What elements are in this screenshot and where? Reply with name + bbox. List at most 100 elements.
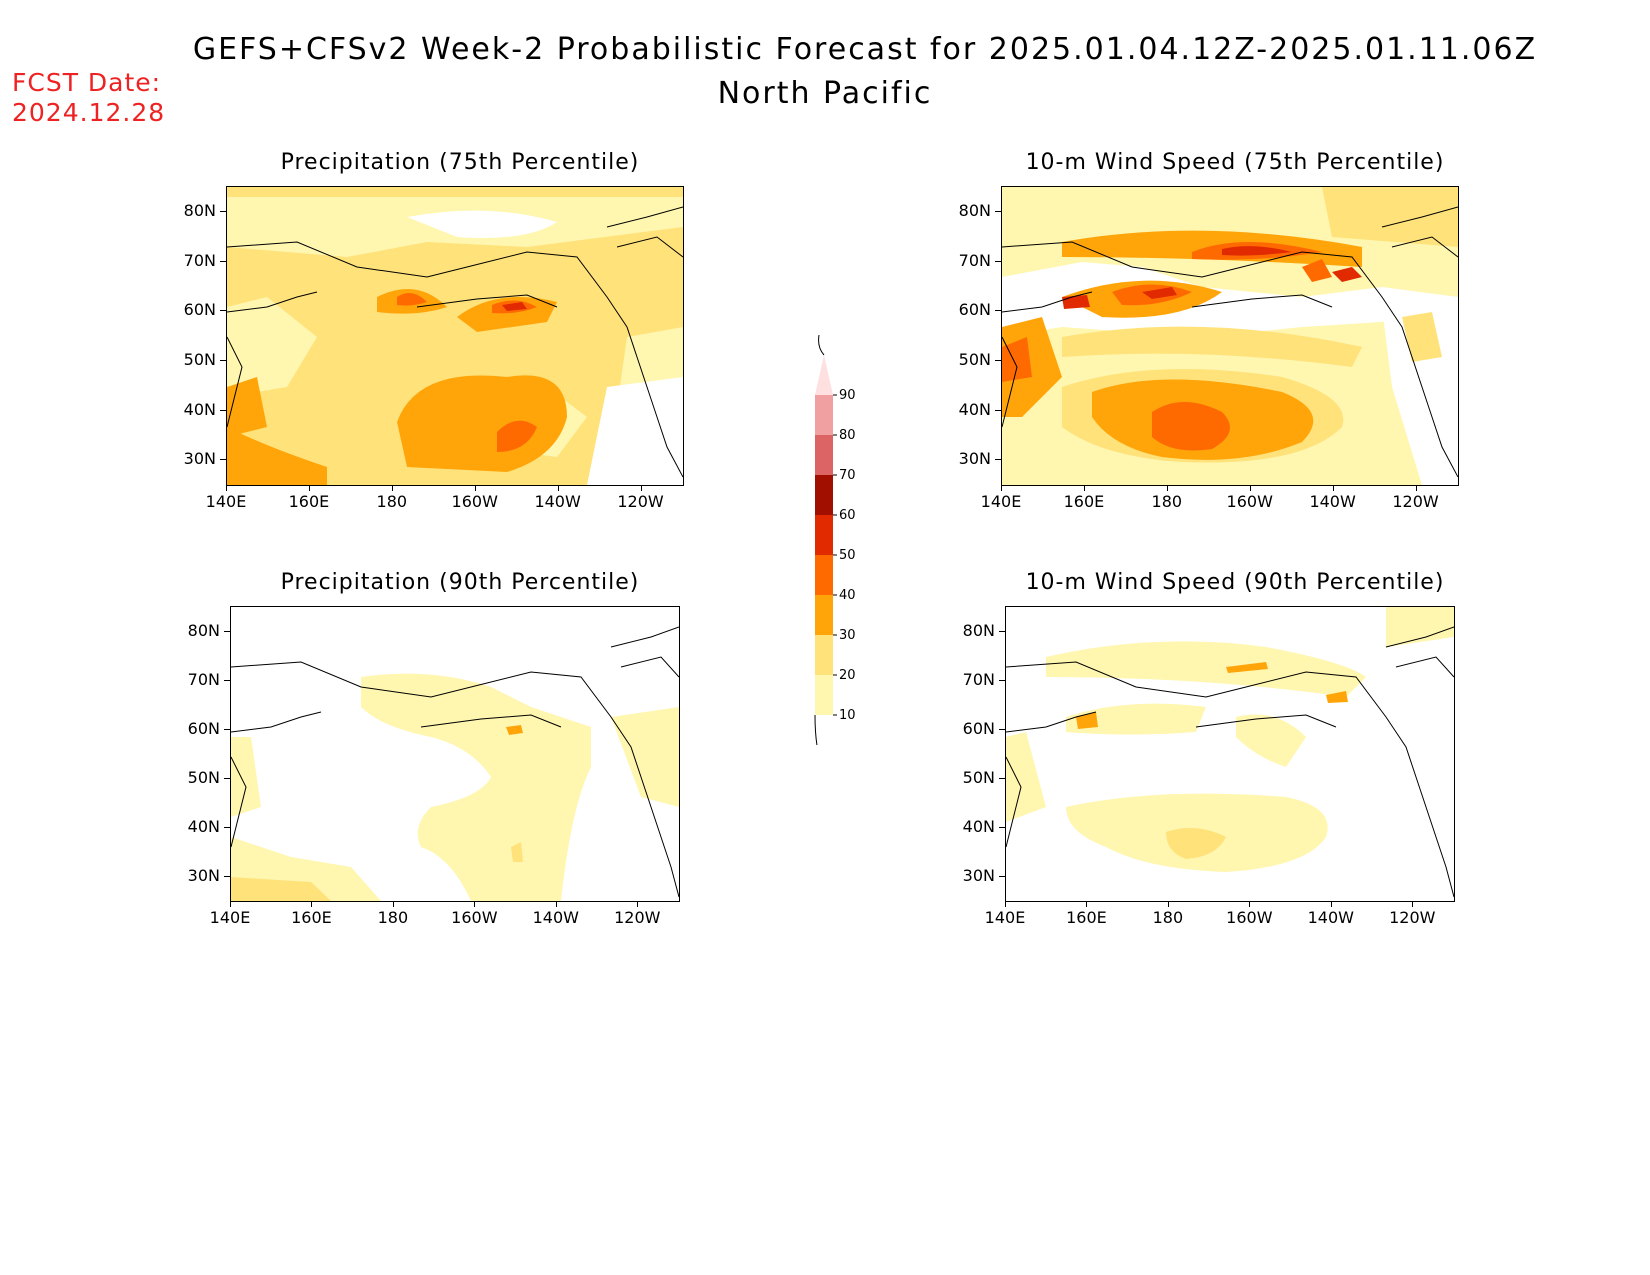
colorbar-segment bbox=[815, 355, 833, 395]
lat-tick-mark bbox=[224, 875, 230, 877]
lat-tick-label: 50N bbox=[183, 349, 216, 369]
lon-tick-mark bbox=[640, 485, 642, 491]
lat-tick-label: 30N bbox=[187, 865, 220, 885]
wind75-map bbox=[1002, 187, 1458, 485]
colorbar-tip bbox=[818, 335, 825, 356]
panel-title: 10-m Wind Speed (90th Percentile) bbox=[1025, 570, 1445, 595]
lon-tick-label: 160W bbox=[1226, 492, 1273, 511]
colorbar-segment bbox=[815, 675, 833, 715]
forecast-date-label: FCST Date: bbox=[12, 68, 162, 97]
panel-wind-75th: 10-m Wind Speed (75th Percentile) bbox=[945, 150, 1465, 511]
wind90-map bbox=[1006, 607, 1454, 901]
lat-tick-label: 70N bbox=[962, 669, 995, 689]
lat-tick-label: 40N bbox=[962, 816, 995, 836]
lon-tick-mark bbox=[1332, 485, 1334, 491]
lat-tick-mark bbox=[224, 777, 230, 779]
lat-tick-label: 40N bbox=[187, 816, 220, 836]
lon-tick-label: 180 bbox=[376, 492, 408, 511]
lon-tick-label: 140E bbox=[209, 908, 251, 927]
lat-tick-label: 80N bbox=[183, 200, 216, 220]
lat-tick-label: 30N bbox=[962, 865, 995, 885]
lon-tick-mark bbox=[555, 901, 557, 907]
lon-tick-label: 120W bbox=[1392, 492, 1439, 511]
lat-tick-mark bbox=[995, 409, 1001, 411]
panel-title: Precipitation (90th Percentile) bbox=[280, 570, 640, 595]
colorbar-segment bbox=[815, 595, 833, 635]
lon-tick-label: 160E bbox=[1063, 492, 1105, 511]
lon-tick-mark bbox=[557, 485, 559, 491]
panel-wind-90th: 10-m Wind Speed (90th Percentile) 80N 70N… bbox=[945, 570, 1465, 930]
lon-tick-mark bbox=[1412, 901, 1414, 907]
lon-tick-mark bbox=[311, 901, 313, 907]
colorbar-level-label: 30 bbox=[839, 628, 856, 643]
lon-tick-mark bbox=[1330, 901, 1332, 907]
lat-tick-mark bbox=[995, 260, 1001, 262]
colorbar-segment bbox=[815, 555, 833, 595]
lat-tick-mark bbox=[999, 777, 1005, 779]
lat-tick-mark bbox=[995, 459, 1001, 461]
panel-title: Precipitation (75th Percentile) bbox=[280, 150, 640, 175]
region-subtitle: North Pacific bbox=[717, 76, 933, 111]
panel-precipitation-90th: Precipitation (90th Percentile) 80N 70N 60… bbox=[170, 570, 690, 930]
lon-tick-label: 180 bbox=[377, 908, 409, 927]
map-area bbox=[230, 606, 680, 902]
lon-tick-label: 180 bbox=[1151, 492, 1183, 511]
lon-tick-label: 140W bbox=[1309, 492, 1356, 511]
lon-tick-label: 180 bbox=[1152, 908, 1184, 927]
lat-tick-mark bbox=[999, 875, 1005, 877]
lon-tick-mark bbox=[1249, 901, 1251, 907]
lat-tick-label: 40N bbox=[183, 399, 216, 419]
lon-tick-mark bbox=[1083, 485, 1085, 491]
lon-tick-label: 140W bbox=[1307, 908, 1354, 927]
lat-tick-mark bbox=[220, 310, 226, 312]
precip90-map bbox=[231, 607, 679, 901]
colorbar-segment bbox=[815, 635, 833, 675]
map-area bbox=[226, 186, 684, 486]
lon-tick-mark bbox=[637, 901, 639, 907]
lat-tick-label: 80N bbox=[962, 620, 995, 640]
lon-tick-label: 120W bbox=[1389, 908, 1436, 927]
lon-tick-mark bbox=[308, 485, 310, 491]
colorbar-level-label: 60 bbox=[839, 508, 856, 523]
colorbar-level-label: 80 bbox=[839, 428, 856, 443]
lat-tick-mark bbox=[220, 260, 226, 262]
colorbar-level-label: 40 bbox=[839, 588, 856, 603]
lat-tick-label: 70N bbox=[183, 250, 216, 270]
colorbar-level-label: 10 bbox=[839, 708, 856, 723]
lat-tick-label: 80N bbox=[958, 200, 991, 220]
lat-tick-mark bbox=[220, 409, 226, 411]
lon-tick-mark bbox=[1005, 901, 1006, 907]
forecast-date-value: 2024.12.28 bbox=[12, 98, 166, 127]
lon-tick-label: 160E bbox=[288, 492, 330, 511]
lon-tick-mark bbox=[474, 901, 476, 907]
lat-tick-label: 50N bbox=[958, 349, 991, 369]
lat-tick-label: 30N bbox=[183, 449, 216, 469]
lon-tick-label: 120W bbox=[617, 492, 664, 511]
lon-tick-label: 140E bbox=[984, 908, 1026, 927]
colorbar-level-label: 20 bbox=[839, 668, 856, 683]
lon-tick-label: 160E bbox=[1066, 908, 1107, 927]
colorbar-tail bbox=[814, 714, 818, 745]
lat-tick-mark bbox=[995, 310, 1001, 312]
lat-tick-label: 80N bbox=[187, 620, 220, 640]
lon-tick-mark bbox=[1001, 485, 1002, 491]
panel-title: 10-m Wind Speed (75th Percentile) bbox=[1025, 150, 1445, 175]
map-area bbox=[1005, 606, 1455, 902]
lat-tick-mark bbox=[224, 826, 230, 828]
lat-tick-label: 70N bbox=[187, 669, 220, 689]
lon-tick-mark bbox=[392, 901, 394, 907]
lat-tick-label: 40N bbox=[958, 399, 991, 419]
lat-tick-label: 60N bbox=[187, 718, 220, 738]
colorbar-segment bbox=[815, 435, 833, 475]
colorbar-level-label: 70 bbox=[839, 468, 856, 483]
lat-tick-mark bbox=[999, 679, 1005, 681]
lat-tick-label: 60N bbox=[183, 300, 216, 320]
lon-tick-label: 140W bbox=[532, 908, 579, 927]
lat-tick-label: 60N bbox=[958, 300, 991, 320]
lat-tick-label: 60N bbox=[962, 718, 995, 738]
lat-tick-mark bbox=[220, 359, 226, 361]
lat-tick-mark bbox=[995, 359, 1001, 361]
lat-tick-label: 30N bbox=[958, 449, 991, 469]
lon-tick-label: 160W bbox=[451, 492, 498, 511]
colorbar-segment bbox=[815, 475, 833, 515]
